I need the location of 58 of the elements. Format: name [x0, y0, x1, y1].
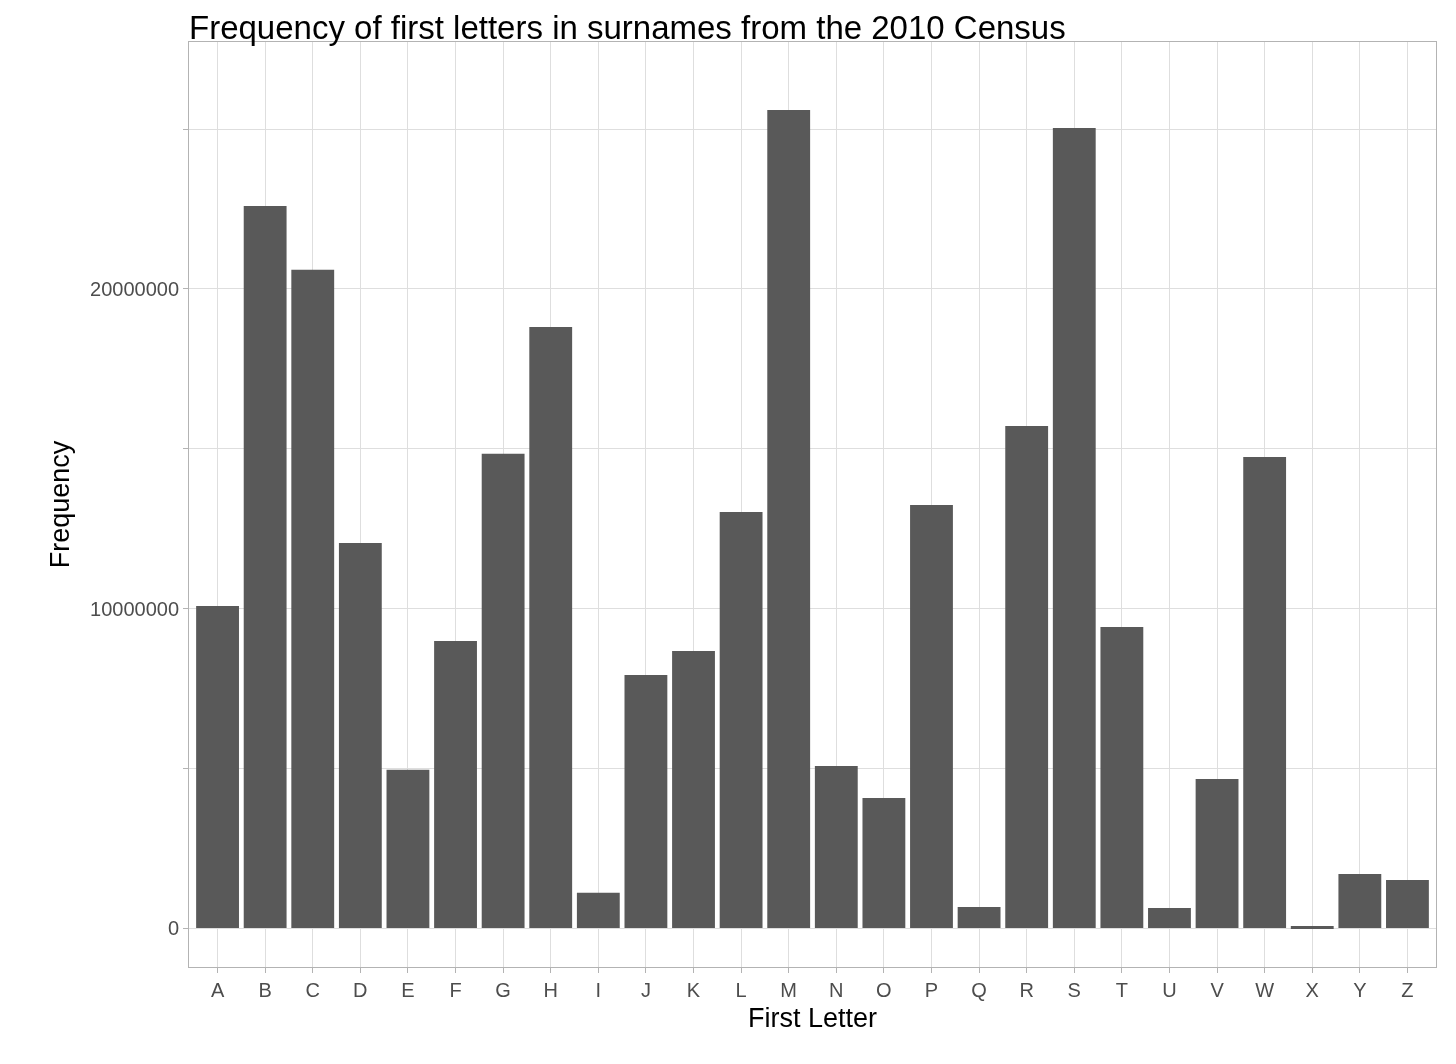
- x-tick-label: M: [780, 979, 798, 1001]
- bar: [481, 453, 525, 929]
- y-axis-title: Frequency: [45, 440, 76, 569]
- bar: [672, 651, 715, 929]
- bar: [957, 906, 1001, 929]
- bar: [624, 674, 668, 929]
- bar: [767, 110, 811, 929]
- bar: [291, 269, 335, 929]
- x-tick-label: R: [1019, 979, 1034, 1001]
- bar: [576, 892, 620, 929]
- x-tick-label: V: [1210, 979, 1225, 1001]
- x-tick-label: D: [353, 979, 368, 1001]
- bar: [1100, 627, 1144, 929]
- bar: [719, 512, 763, 929]
- bar: [529, 327, 573, 929]
- bar: [1195, 779, 1239, 929]
- x-tick-label: Z: [1401, 979, 1414, 1001]
- x-tick-label: X: [1305, 979, 1319, 1001]
- x-tick-label: U: [1162, 979, 1177, 1001]
- x-tick-label: E: [401, 979, 415, 1001]
- x-tick-label: Q: [971, 979, 987, 1001]
- bar: [196, 605, 239, 929]
- bar: [910, 504, 953, 929]
- x-tick-label: N: [829, 979, 844, 1001]
- x-tick-label: F: [449, 979, 462, 1001]
- x-tick-label: Y: [1353, 979, 1367, 1001]
- x-axis-title: First Letter: [747, 1003, 878, 1034]
- bar: [1052, 127, 1096, 929]
- y-tick-label: 20000000: [90, 277, 179, 300]
- bar: [386, 769, 430, 929]
- x-tick-label: K: [686, 979, 701, 1001]
- bar: [243, 205, 287, 929]
- bar: [338, 543, 382, 929]
- bar: [434, 641, 477, 929]
- x-tick-label: A: [210, 979, 225, 1001]
- x-tick-label: J: [640, 979, 651, 1001]
- x-tick-label: B: [258, 979, 272, 1001]
- bar: [1290, 926, 1334, 929]
- x-tick-label: G: [495, 979, 511, 1001]
- bar: [1386, 880, 1429, 929]
- bar: [1005, 426, 1049, 929]
- bar: [1148, 907, 1191, 929]
- x-tick-label: W: [1255, 979, 1275, 1001]
- bar: [1243, 457, 1287, 929]
- y-tick-label: 0: [167, 917, 179, 940]
- x-tick-label: S: [1067, 979, 1081, 1001]
- x-tick-label: I: [595, 979, 602, 1001]
- y-tick-label: 10000000: [90, 597, 179, 620]
- bar: [814, 766, 858, 929]
- bar: [862, 797, 906, 929]
- x-tick-label: T: [1115, 979, 1128, 1001]
- x-tick-label: H: [543, 979, 558, 1001]
- chart-title: Frequency of first letters in surnames from the 2010 Census: [189, 9, 1066, 47]
- x-tick-label: O: [876, 979, 892, 1001]
- x-tick-label: C: [305, 979, 320, 1001]
- bar: [1338, 874, 1382, 929]
- x-tick-label: L: [735, 979, 747, 1001]
- x-tick-label: P: [924, 979, 939, 1001]
